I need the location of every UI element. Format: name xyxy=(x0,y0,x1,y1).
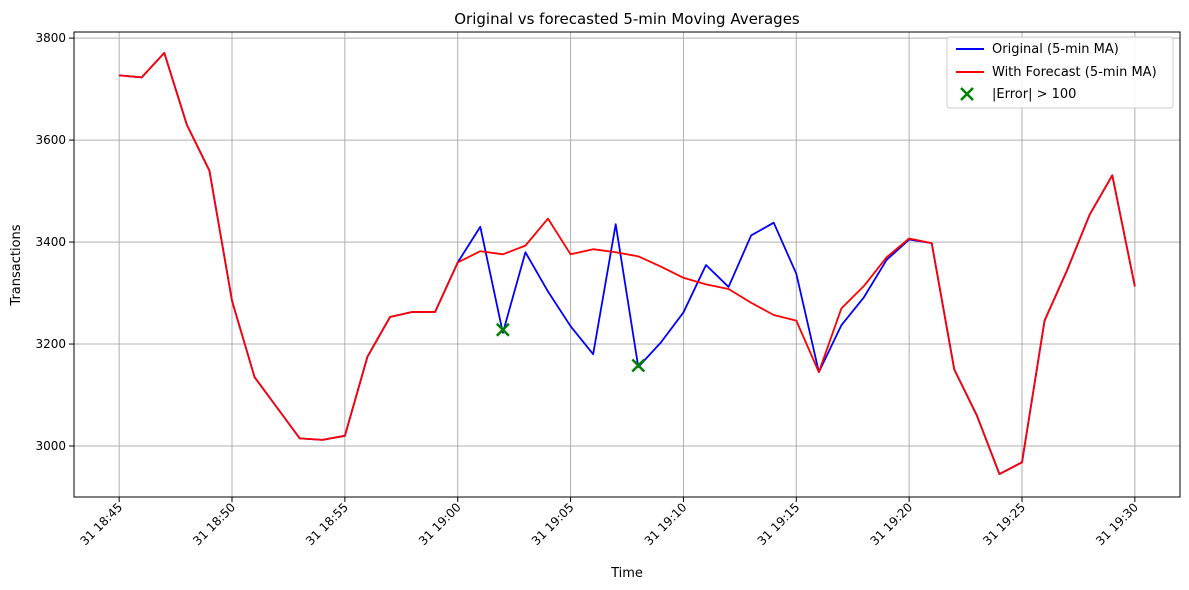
x-tick-label: 31 19:20 xyxy=(867,500,915,548)
legend-box xyxy=(946,36,1174,109)
plot-frame xyxy=(73,31,1181,498)
error-marker xyxy=(631,358,646,373)
series-line-original xyxy=(119,52,1136,475)
y-axis: 3000 3200 3400 3600 3800 xyxy=(35,31,74,453)
x-axis-label: Time xyxy=(610,566,643,581)
error-marker xyxy=(495,322,510,337)
legend-label-error: |Error| > 100 xyxy=(992,87,1076,102)
x-tick-label: 31 19:15 xyxy=(755,500,803,548)
x-tick-label: 31 19:10 xyxy=(642,500,690,548)
x-tick-label: 31 19:05 xyxy=(529,500,577,548)
error-markers xyxy=(495,322,646,373)
y-tick-label: 3000 xyxy=(35,439,66,453)
y-tick-label: 3200 xyxy=(35,337,66,351)
gridlines xyxy=(74,32,1180,497)
series-line-forecast xyxy=(119,52,1136,475)
legend: Original (5-min MA) With Forecast (5-min… xyxy=(946,36,1174,109)
x-tick-label: 31 19:25 xyxy=(980,500,1028,548)
x-tick-label: 31 18:45 xyxy=(77,500,125,548)
y-tick-label: 3600 xyxy=(35,133,66,147)
series-layer xyxy=(119,52,1136,475)
y-axis-label: Transactions xyxy=(9,224,24,306)
chart-title: Original vs forecasted 5-min Moving Aver… xyxy=(454,10,800,28)
x-axis: 31 18:45 31 18:50 31 18:55 31 19:00 31 19:05… xyxy=(77,497,1141,548)
x-tick-label: 31 19:30 xyxy=(1093,500,1141,548)
x-tick-label: 31 18:55 xyxy=(303,500,351,548)
y-tick-label: 3400 xyxy=(35,235,66,249)
x-tick-label: 31 19:00 xyxy=(416,500,464,548)
legend-marker-error xyxy=(960,87,974,101)
y-tick-label: 3800 xyxy=(35,31,66,45)
legend-label-forecast: With Forecast (5-min MA) xyxy=(992,65,1157,80)
legend-label-original: Original (5-min MA) xyxy=(992,42,1119,57)
x-tick-label: 31 18:50 xyxy=(190,500,238,548)
